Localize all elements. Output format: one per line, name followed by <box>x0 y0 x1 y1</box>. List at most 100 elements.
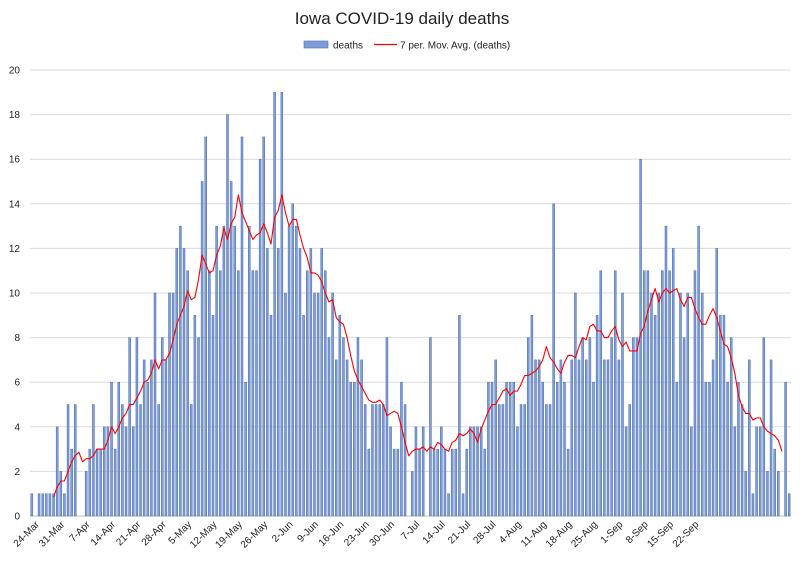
deaths-bar <box>494 359 497 517</box>
deaths-bar <box>777 471 780 517</box>
y-tick-label: 20 <box>9 66 21 77</box>
deaths-bar <box>247 225 251 517</box>
deaths-bar <box>744 471 747 517</box>
deaths-bar <box>530 315 534 517</box>
deaths-bar <box>273 92 276 517</box>
deaths-bar <box>476 426 479 517</box>
deaths-bar <box>606 359 610 517</box>
deaths-bar <box>436 448 439 517</box>
y-tick-label: 12 <box>9 244 21 255</box>
deaths-bar <box>697 225 700 517</box>
moving-average-layer <box>53 194 783 498</box>
x-tick-label: 14-Jul <box>421 519 448 546</box>
deaths-bar <box>193 315 197 517</box>
x-tick-label: 31-Mar <box>37 519 68 550</box>
deaths-bar <box>59 471 63 517</box>
deaths-bar <box>454 448 458 517</box>
x-tick-label: 21-Apr <box>114 519 143 548</box>
y-tick-label: 8 <box>14 333 20 344</box>
deaths-bar <box>356 337 360 517</box>
deaths-bar <box>110 381 113 517</box>
legend-moving-average-label: 7 per. Mov. Avg. (deaths) <box>400 41 510 52</box>
deaths-bar <box>537 359 541 517</box>
deaths-bar <box>472 426 476 517</box>
deaths-bar <box>168 292 171 517</box>
deaths-bar <box>642 270 646 517</box>
deaths-bar <box>84 471 88 517</box>
deaths-bar <box>443 448 447 517</box>
legend: deaths 7 per. Mov. Avg. (deaths) <box>303 40 510 52</box>
deaths-bar <box>276 248 280 517</box>
deaths-bar <box>324 270 327 517</box>
deaths-bar <box>737 381 740 517</box>
deaths-bar <box>715 248 718 517</box>
deaths-bar <box>447 493 450 517</box>
deaths-bar <box>302 315 305 517</box>
deaths-bar <box>190 404 193 517</box>
deaths-bar <box>342 337 345 517</box>
deaths-bar <box>519 404 523 517</box>
deaths-bar <box>309 248 313 517</box>
x-tick-label: 23-Jun <box>342 519 371 548</box>
deaths-bar <box>541 381 545 517</box>
deaths-bar <box>421 426 425 517</box>
deaths-bar <box>175 248 179 517</box>
deaths-bar <box>103 426 106 517</box>
y-tick-label: 16 <box>9 155 21 166</box>
x-tick-label: 28-Jul <box>471 519 498 546</box>
deaths-bar <box>334 359 338 517</box>
deaths-bar <box>363 404 367 517</box>
deaths-bar <box>99 448 102 517</box>
deaths-bar <box>197 337 200 517</box>
deaths-bar <box>139 404 142 517</box>
deaths-bar <box>251 270 255 517</box>
deaths-bar <box>135 337 139 517</box>
deaths-bar <box>142 359 146 517</box>
deaths-bar <box>313 292 316 517</box>
deaths-bar <box>211 315 215 517</box>
deaths-bar <box>179 225 182 517</box>
deaths-bar <box>577 359 581 517</box>
deaths-bar <box>653 315 657 517</box>
deaths-bar <box>320 248 323 517</box>
deaths-bar <box>784 381 787 517</box>
deaths-bar <box>171 292 175 517</box>
deaths-bar <box>487 381 490 517</box>
deaths-bar <box>675 381 679 517</box>
deaths-bar <box>392 448 396 517</box>
deaths-bar <box>208 270 211 517</box>
deaths-bar <box>55 426 59 517</box>
deaths-bar <box>371 404 374 517</box>
deaths-bar <box>215 225 218 517</box>
x-tick-label: 25-Aug <box>569 519 600 550</box>
deaths-bar <box>559 359 563 517</box>
x-tick-label: 19-May <box>213 519 244 550</box>
x-tick-label: 14-Apr <box>89 519 118 548</box>
deaths-bar <box>700 292 704 517</box>
deaths-bar <box>610 337 613 517</box>
deaths-bar <box>113 448 117 517</box>
deaths-bar <box>186 270 189 517</box>
legend-deaths-swatch <box>303 40 329 49</box>
deaths-bar <box>161 337 164 517</box>
x-tick-label: 12-May <box>188 519 219 550</box>
deaths-bar <box>624 426 628 517</box>
deaths-bar <box>124 426 128 517</box>
deaths-bar <box>548 404 552 517</box>
deaths-bar <box>682 337 686 517</box>
deaths-bar <box>787 493 791 517</box>
deaths-bar <box>574 292 577 517</box>
deaths-bar <box>345 359 349 517</box>
deaths-bar <box>708 381 711 517</box>
deaths-bar <box>331 292 334 517</box>
deaths-bar <box>374 404 378 517</box>
deaths-bar <box>269 315 273 517</box>
deaths-bar <box>628 404 631 517</box>
deaths-bar <box>563 381 566 517</box>
deaths-bar <box>132 426 135 517</box>
y-tick-label: 10 <box>9 289 21 300</box>
deaths-bar <box>327 337 331 517</box>
deaths-bar <box>751 493 755 517</box>
deaths-bar <box>719 315 722 517</box>
y-tick-label: 6 <box>14 378 20 389</box>
